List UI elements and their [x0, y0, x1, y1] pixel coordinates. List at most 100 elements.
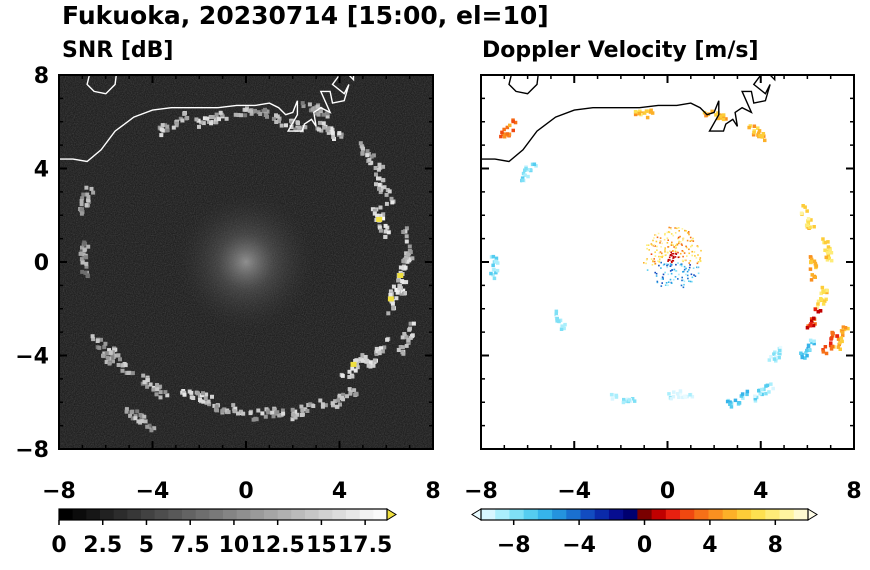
doppler-center-cell	[660, 267, 662, 269]
doppler-echo-cell	[816, 310, 820, 314]
snr-echo-cell	[376, 176, 380, 181]
snr-echo-cell	[379, 346, 384, 351]
snr-echo-cell	[407, 327, 412, 332]
doppler-colorbar-swatch	[637, 509, 653, 520]
snr-echo-cell	[158, 390, 163, 395]
snr-echo-cell	[260, 411, 265, 416]
snr-echo-cell	[201, 391, 205, 396]
snr-echo-cell	[369, 154, 374, 159]
snr-echo-cell	[247, 108, 252, 113]
snr-echo-cell	[85, 273, 90, 278]
doppler-center-cell	[689, 264, 691, 266]
snr-echo-cell	[220, 409, 225, 414]
snr-echo-cell	[196, 118, 201, 123]
doppler-xtick-label: −8	[464, 479, 498, 504]
snr-colorbar-swatch	[291, 509, 306, 520]
snr-echo-cell	[347, 369, 352, 374]
snr-echo-peak	[387, 296, 394, 302]
doppler-center-cell	[646, 244, 648, 246]
snr-echo-cell	[325, 111, 330, 116]
snr-echo-cell	[404, 234, 409, 239]
snr-echo-cell	[323, 403, 328, 408]
doppler-center-cell	[677, 256, 680, 259]
doppler-echo-cell	[836, 337, 841, 341]
doppler-echo-cell	[650, 111, 655, 115]
doppler-center-cell	[664, 232, 666, 235]
doppler-echo-cell	[752, 130, 756, 135]
snr-echo-cell	[372, 211, 377, 216]
snr-echo-cell	[403, 291, 407, 295]
doppler-echo-cell	[809, 317, 814, 321]
snr-echo-cell	[277, 116, 282, 121]
doppler-colorbar-swatch	[751, 509, 766, 520]
snr-echo-cell	[374, 346, 379, 351]
doppler-echo-cell	[745, 392, 749, 397]
doppler-echo-cell	[799, 211, 804, 215]
doppler-center-cell	[669, 263, 672, 265]
snr-echo-cell	[101, 353, 105, 358]
snr-echo	[300, 101, 330, 119]
snr-echo-cell	[290, 407, 295, 412]
snr-echo-cell	[111, 359, 115, 364]
snr-echo-cell	[271, 116, 276, 121]
snr-echo-cell	[371, 153, 376, 158]
doppler-center-cell	[653, 260, 656, 263]
snr-echo-cell	[319, 128, 324, 133]
doppler-center-cell	[697, 254, 699, 256]
snr-echo-cell	[99, 337, 103, 342]
snr-echo-cell	[126, 371, 131, 375]
doppler-echo-cell	[805, 209, 809, 213]
doppler-center-cell	[664, 249, 666, 251]
doppler-echo-cell	[819, 291, 823, 296]
snr-echo-cell	[377, 351, 382, 356]
snr-echo-cell	[289, 125, 294, 129]
snr-echo	[90, 334, 115, 366]
doppler-center-cell	[685, 273, 687, 276]
doppler-center-cell	[653, 258, 655, 260]
doppler-center-cell	[686, 270, 689, 273]
snr-echo-cell	[81, 192, 86, 197]
doppler-echo-cell	[733, 398, 738, 403]
doppler-center-cell	[655, 234, 657, 236]
snr-echo-cell	[353, 368, 358, 373]
doppler-echo-cell	[830, 334, 835, 338]
snr-echo-cell	[120, 368, 125, 373]
doppler-echo-cell	[824, 297, 828, 302]
snr-echo-cell	[360, 150, 365, 155]
doppler-center-cell	[673, 246, 675, 248]
doppler-echo-cell	[826, 253, 831, 257]
snr-echo-cell	[121, 363, 126, 368]
snr-echo-cell	[321, 112, 326, 117]
snr-echo-cell	[385, 337, 390, 342]
snr-echo-cell	[306, 403, 311, 407]
snr-echo-cell	[215, 408, 219, 413]
snr-colorbar-tick-label: 2.5	[83, 533, 122, 558]
snr-echo-cell	[171, 125, 176, 130]
doppler-center-cell	[660, 246, 662, 248]
snr-ytick-label: 0	[34, 251, 49, 276]
doppler-echo-cell	[681, 395, 685, 400]
doppler-echo-cell	[825, 249, 830, 253]
doppler-center-cell	[664, 254, 667, 257]
doppler-xtick-label: 0	[660, 479, 675, 504]
doppler-center-cell	[683, 252, 686, 254]
snr-echo-cell	[159, 127, 164, 132]
snr-echo-cell	[291, 412, 296, 417]
doppler-echo-cell	[772, 357, 777, 361]
doppler-center-cell	[668, 226, 670, 229]
doppler-echo-cell	[502, 135, 507, 139]
snr-echo-cell	[353, 359, 358, 363]
doppler-colorbar-swatch	[665, 509, 681, 520]
snr-echo-cell	[400, 279, 405, 284]
doppler-echo-cell	[716, 111, 720, 115]
snr-echo	[194, 110, 229, 129]
doppler-echo-cell	[769, 382, 773, 386]
doppler-axes: −8 −4 0 4 8	[464, 74, 862, 504]
snr-echo-cell	[133, 414, 138, 419]
doppler-echo-cell	[836, 345, 841, 349]
snr-echo	[212, 403, 246, 416]
doppler-center-cell	[664, 284, 667, 286]
snr-echo-cell	[325, 114, 330, 119]
snr-xtick-label: 8	[425, 479, 440, 504]
snr-echo-cell	[382, 185, 387, 190]
